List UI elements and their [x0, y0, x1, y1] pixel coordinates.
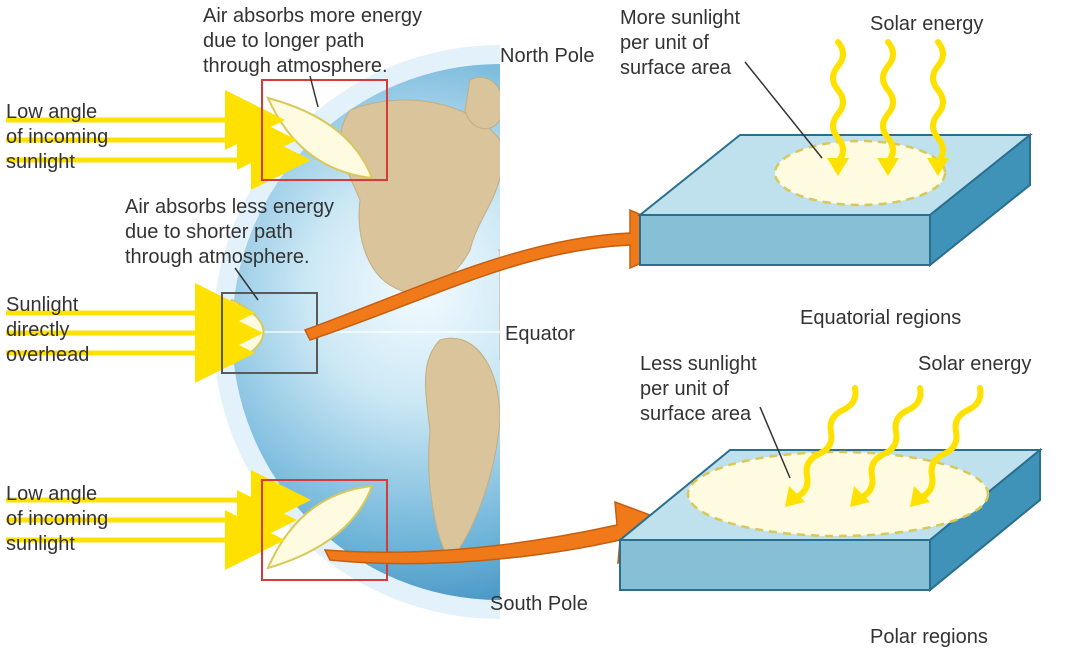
label-polar-regions: Polar regions	[870, 625, 988, 650]
footprint-polar	[688, 452, 988, 536]
slab-polar	[620, 450, 1040, 590]
label-more-sunlight: More sunlight per unit of surface area	[620, 6, 740, 81]
label-sunlight-overhead: Sunlight directly overhead	[6, 293, 89, 368]
diagram-root: Low angle of incoming sunlight Low angle…	[0, 0, 1085, 661]
label-solar-energy-top: Solar energy	[870, 12, 983, 37]
label-low-angle-top: Low angle of incoming sunlight	[6, 100, 108, 175]
footprint-equatorial	[775, 141, 945, 205]
label-absorb-more: Air absorbs more energy due to longer pa…	[203, 4, 422, 79]
label-absorb-less: Air absorbs less energy due to shorter p…	[125, 195, 334, 270]
label-equator: Equator	[505, 322, 575, 347]
slab-equatorial	[640, 135, 1030, 265]
label-low-angle-bottom: Low angle of incoming sunlight	[6, 482, 108, 557]
label-solar-energy-bot: Solar energy	[918, 352, 1031, 377]
label-equatorial-regions: Equatorial regions	[800, 306, 961, 331]
label-south-pole: South Pole	[490, 592, 588, 617]
solar-squiggles	[785, 42, 981, 507]
label-north-pole: North Pole	[500, 44, 595, 69]
label-less-sunlight: Less sunlight per unit of surface area	[640, 352, 757, 427]
